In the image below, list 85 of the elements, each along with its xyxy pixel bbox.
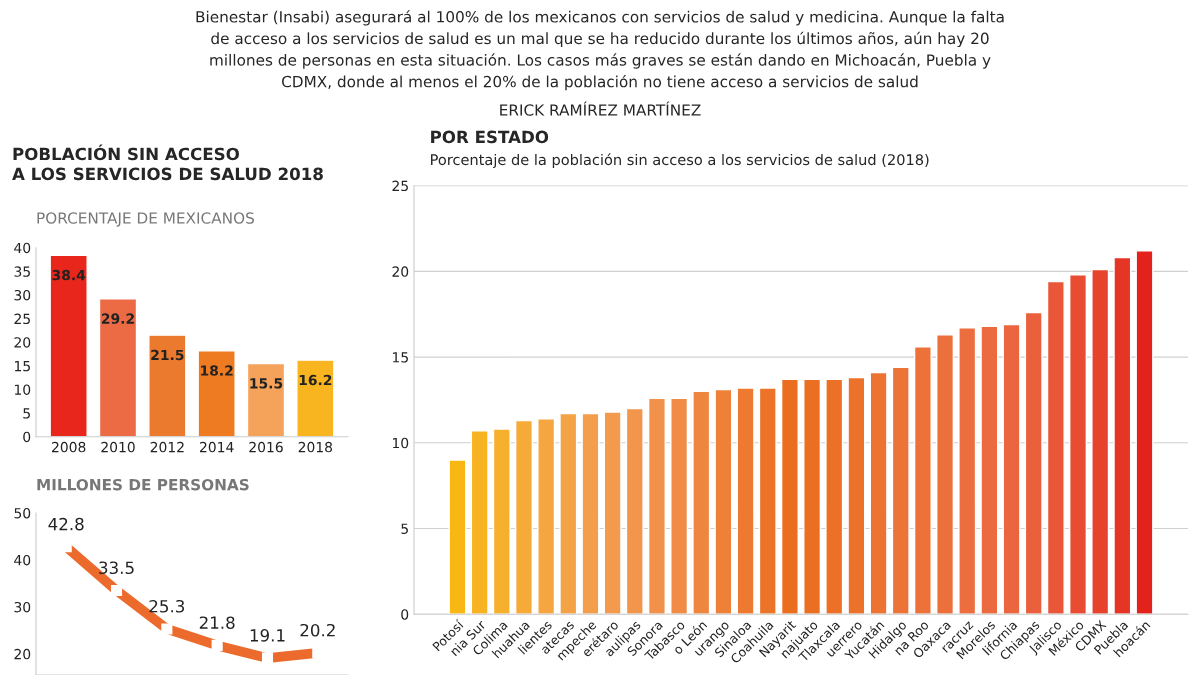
bar: [847, 376, 866, 615]
bar: [1135, 250, 1154, 615]
y-tick-label: 25: [392, 180, 408, 192]
y-tick-label: 25: [14, 313, 30, 325]
data-label: 18.2: [201, 365, 233, 376]
y-tick-label: 20: [14, 337, 31, 348]
bar: [1113, 256, 1132, 615]
chart-subtitle: Porcentaje de la población sin acceso a los servicios de salud (2018): [431, 153, 929, 168]
y-tick-label: 30: [14, 289, 31, 301]
bar: [692, 390, 711, 615]
chart-title: POBLACIÓN SIN ACCESO A LOS SERVICIOS DE SALUD 2018: [12, 144, 323, 181]
bar: [1091, 268, 1110, 615]
bar: [869, 371, 888, 615]
y-tick-label: 50: [14, 507, 31, 519]
data-label: 29.2: [101, 313, 134, 324]
y-tick-label: 35: [14, 266, 30, 277]
bar: [514, 419, 533, 615]
y-tick-label: 0: [23, 431, 31, 443]
bar: [1002, 323, 1021, 615]
x-tick-label: 2018: [298, 441, 333, 453]
y-tick-label: 20: [392, 266, 409, 277]
bar: [197, 350, 236, 437]
data-label: 15.5: [250, 378, 283, 389]
bar: [246, 362, 286, 437]
y-tick-label: 10: [14, 384, 31, 395]
data-label: 21.5: [151, 349, 184, 361]
x-tick-label: 2016: [249, 441, 283, 453]
y-tick-label: 5: [401, 523, 408, 534]
y-tick-label: 0: [401, 609, 409, 620]
bar: [670, 397, 689, 615]
bar: [603, 411, 622, 615]
text: ERICK RAMÍREZ MARTÍNEZ: [500, 101, 701, 116]
text: de acceso a los servicios de salud es un mal que se ha reducido durante los últimos años, aún hay 20: [211, 31, 989, 48]
data-label: 42.8: [48, 517, 84, 531]
text: CDMX, donde al menos el 20% de la población no tiene acceso a servicios de salud: [282, 74, 918, 91]
bar: [49, 254, 88, 437]
y-tick-label: 20: [14, 648, 31, 660]
bar: [537, 418, 556, 615]
y-tick-label: 30: [14, 601, 31, 613]
chart-subtitle: PORCENTAJE DE MEXICANOS: [37, 212, 254, 227]
data-label: 33.5: [99, 561, 134, 575]
chart-title: MILLONES DE PERSONAS: [37, 478, 249, 491]
bar: [913, 346, 932, 615]
x-tick-label: 2012: [150, 441, 184, 453]
data-label: 19.1: [250, 629, 285, 642]
bar: [758, 387, 777, 615]
y-tick-label: 40: [14, 242, 31, 254]
bar: [470, 430, 489, 615]
bar: [492, 428, 511, 615]
text: millones de personas en esta situación. Los casos más graves se están dando en Michoacán, Puebla y: [210, 53, 991, 69]
bar: [1046, 280, 1065, 615]
bar: [780, 378, 799, 615]
data-label: 16.2: [299, 374, 332, 386]
bar: [581, 412, 600, 615]
bar: [647, 397, 666, 615]
x-tick-label: 2008: [52, 441, 86, 453]
chart-title: POR ESTADO: [431, 130, 549, 144]
y-tick-label: 15: [14, 361, 30, 372]
bar: [958, 327, 977, 615]
bar: [148, 334, 187, 437]
x-tick-label: 2010: [101, 441, 135, 453]
bar: [1069, 274, 1088, 615]
bar: [936, 334, 955, 615]
bar: [825, 378, 844, 615]
y-tick-label: 15: [392, 352, 408, 363]
bar: [891, 366, 910, 615]
data-label: 25.3: [149, 599, 185, 613]
bar: [448, 459, 467, 615]
data-label: 21.8: [199, 616, 235, 629]
bar: [98, 298, 138, 437]
y-tick-label: 40: [14, 554, 31, 566]
data-label: 38.4: [52, 269, 86, 281]
x-tick-label: 2014: [200, 441, 234, 453]
bar: [980, 325, 999, 615]
bar: [1024, 311, 1043, 615]
y-tick-label: 10: [392, 437, 409, 449]
bar: [625, 407, 644, 615]
data-label: 20.2: [300, 623, 335, 637]
bar: [714, 388, 733, 615]
bar: [296, 359, 335, 437]
text: Bienestar (Insabi) asegurará al 100% de los mexicanos con servicios de salud y medicina. Aunque la falta: [196, 10, 1004, 26]
bar: [559, 412, 578, 615]
bar: [736, 387, 755, 615]
bar: [803, 378, 822, 615]
y-tick-label: 5: [23, 408, 30, 419]
